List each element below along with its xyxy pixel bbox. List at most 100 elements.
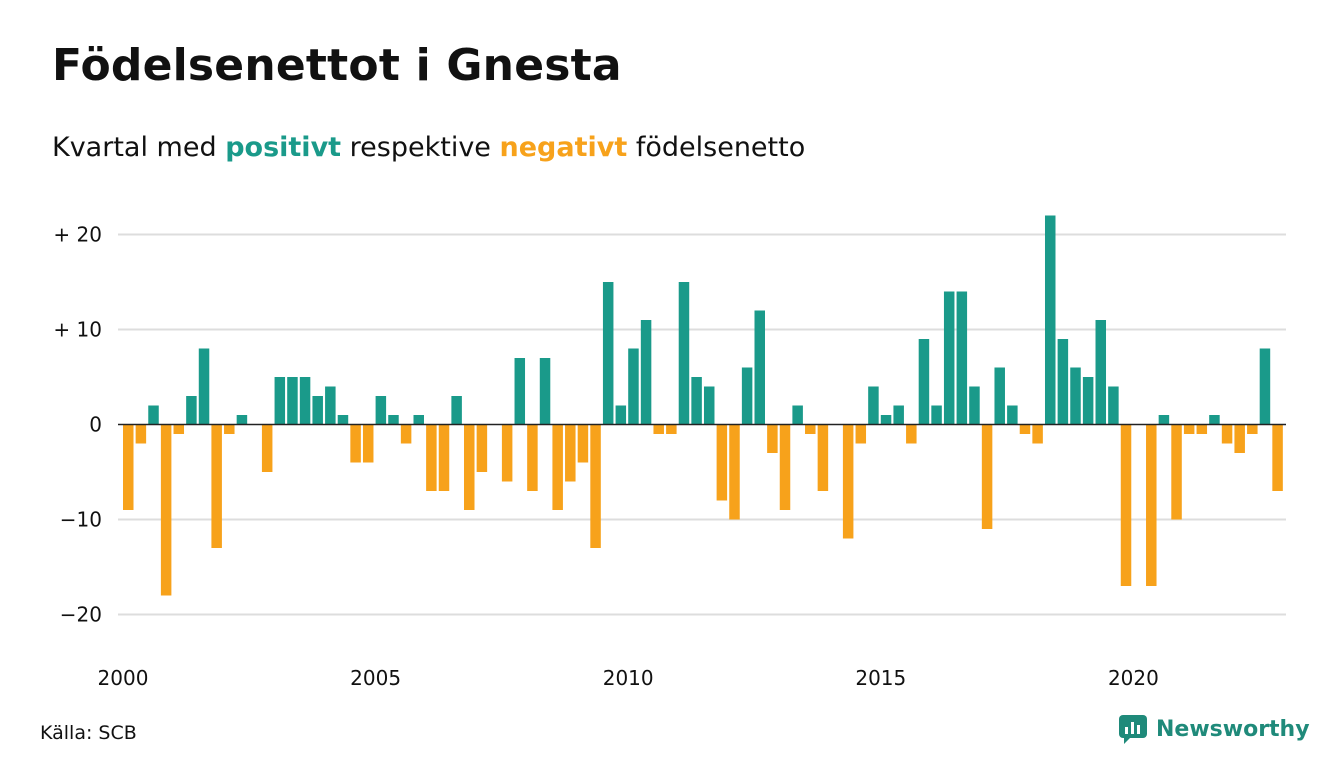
- bar: [1070, 367, 1081, 425]
- y-tick-label: −10: [60, 508, 102, 532]
- bar: [148, 405, 159, 425]
- x-tick-label: 2010: [603, 666, 654, 690]
- y-tick-label: −20: [60, 603, 102, 627]
- bar: [173, 424, 185, 434]
- bar: [198, 348, 210, 425]
- bar: [1259, 348, 1271, 425]
- bar: [464, 424, 475, 510]
- bar: [1057, 339, 1069, 425]
- bar: [1221, 424, 1233, 444]
- bar: [312, 396, 323, 425]
- bar: [1234, 424, 1245, 453]
- x-tick-label: 2015: [855, 666, 906, 690]
- source-note: Källa: SCB: [40, 722, 137, 744]
- subtitle-middle: respektive: [349, 132, 491, 163]
- bar: [1247, 424, 1258, 434]
- bar: [678, 282, 690, 425]
- bar: [817, 424, 829, 491]
- bar: [956, 291, 968, 425]
- bar: [590, 424, 601, 548]
- bar: [691, 377, 702, 425]
- bar: [653, 424, 664, 434]
- bar: [1171, 424, 1182, 520]
- bar: [741, 367, 753, 425]
- bar: [1196, 424, 1208, 434]
- bar: [969, 386, 980, 425]
- bar: [325, 386, 336, 425]
- brand-name: Newsworthy: [1156, 716, 1310, 742]
- bar: [160, 424, 172, 596]
- chart-subtitle: Kvartal med positivt respektive negativt…: [52, 132, 805, 163]
- bar: [805, 424, 816, 434]
- newsworthy-logo-icon: [1119, 715, 1147, 744]
- bar: [123, 424, 134, 510]
- bar-series: [123, 215, 1283, 596]
- bar: [451, 396, 462, 425]
- bar: [514, 358, 526, 425]
- bar: [1044, 215, 1056, 425]
- bar: [1183, 424, 1195, 434]
- bar: [501, 424, 513, 482]
- bar: [1007, 405, 1018, 425]
- bar: [337, 415, 349, 425]
- bar: [792, 405, 803, 425]
- bar: [943, 291, 955, 425]
- bar: [1095, 320, 1107, 425]
- bar: [552, 424, 563, 510]
- bar: [211, 424, 222, 548]
- bar: [1209, 415, 1220, 425]
- subtitle-positive: positivt: [225, 132, 342, 163]
- bar: [868, 386, 879, 425]
- bar: [994, 367, 1005, 425]
- bar: [931, 405, 942, 425]
- x-tick-label: 2005: [350, 666, 401, 690]
- bar: [438, 424, 450, 491]
- bar: [1082, 377, 1094, 425]
- bar: [1032, 424, 1043, 444]
- bar: [602, 282, 614, 425]
- bar: [577, 424, 589, 463]
- bar: [1272, 424, 1283, 491]
- bar: [224, 424, 235, 434]
- bar: [274, 377, 286, 425]
- bar: [413, 415, 424, 425]
- bar: [1120, 424, 1132, 586]
- bar: [729, 424, 740, 520]
- y-axis: + 20 + 10 0 −10 −20: [53, 223, 102, 627]
- bar: [1158, 415, 1170, 425]
- bar: [362, 424, 374, 463]
- bar: [716, 424, 728, 501]
- y-tick-label: + 20: [53, 223, 102, 247]
- bar: [299, 377, 311, 425]
- bar: [1108, 386, 1119, 425]
- bar: [615, 405, 627, 425]
- bar: [666, 424, 677, 434]
- bar: [539, 358, 551, 425]
- bar: [906, 424, 917, 444]
- bar: [628, 348, 639, 425]
- bar: [918, 339, 930, 425]
- bar: [842, 424, 854, 539]
- chart-title: Födelsenettot i Gnesta: [52, 40, 622, 91]
- bar: [779, 424, 791, 510]
- bar: [880, 415, 892, 425]
- bar: [350, 424, 361, 463]
- bar: [754, 310, 765, 425]
- y-tick-label: + 10: [53, 318, 102, 342]
- bar: [135, 424, 147, 444]
- bar: [261, 424, 273, 472]
- bar: [767, 424, 778, 453]
- bar: [400, 424, 412, 444]
- x-tick-label: 2000: [98, 666, 149, 690]
- bar: [703, 386, 715, 425]
- bar: [1019, 424, 1031, 434]
- y-tick-label: 0: [89, 413, 102, 437]
- grid-lines: [118, 233, 1286, 616]
- bar: [236, 415, 248, 425]
- bar: [565, 424, 576, 482]
- subtitle-prefix: Kvartal med: [52, 132, 217, 163]
- bar: [186, 396, 197, 425]
- subtitle-negative: negativt: [499, 132, 628, 163]
- bar: [640, 320, 652, 425]
